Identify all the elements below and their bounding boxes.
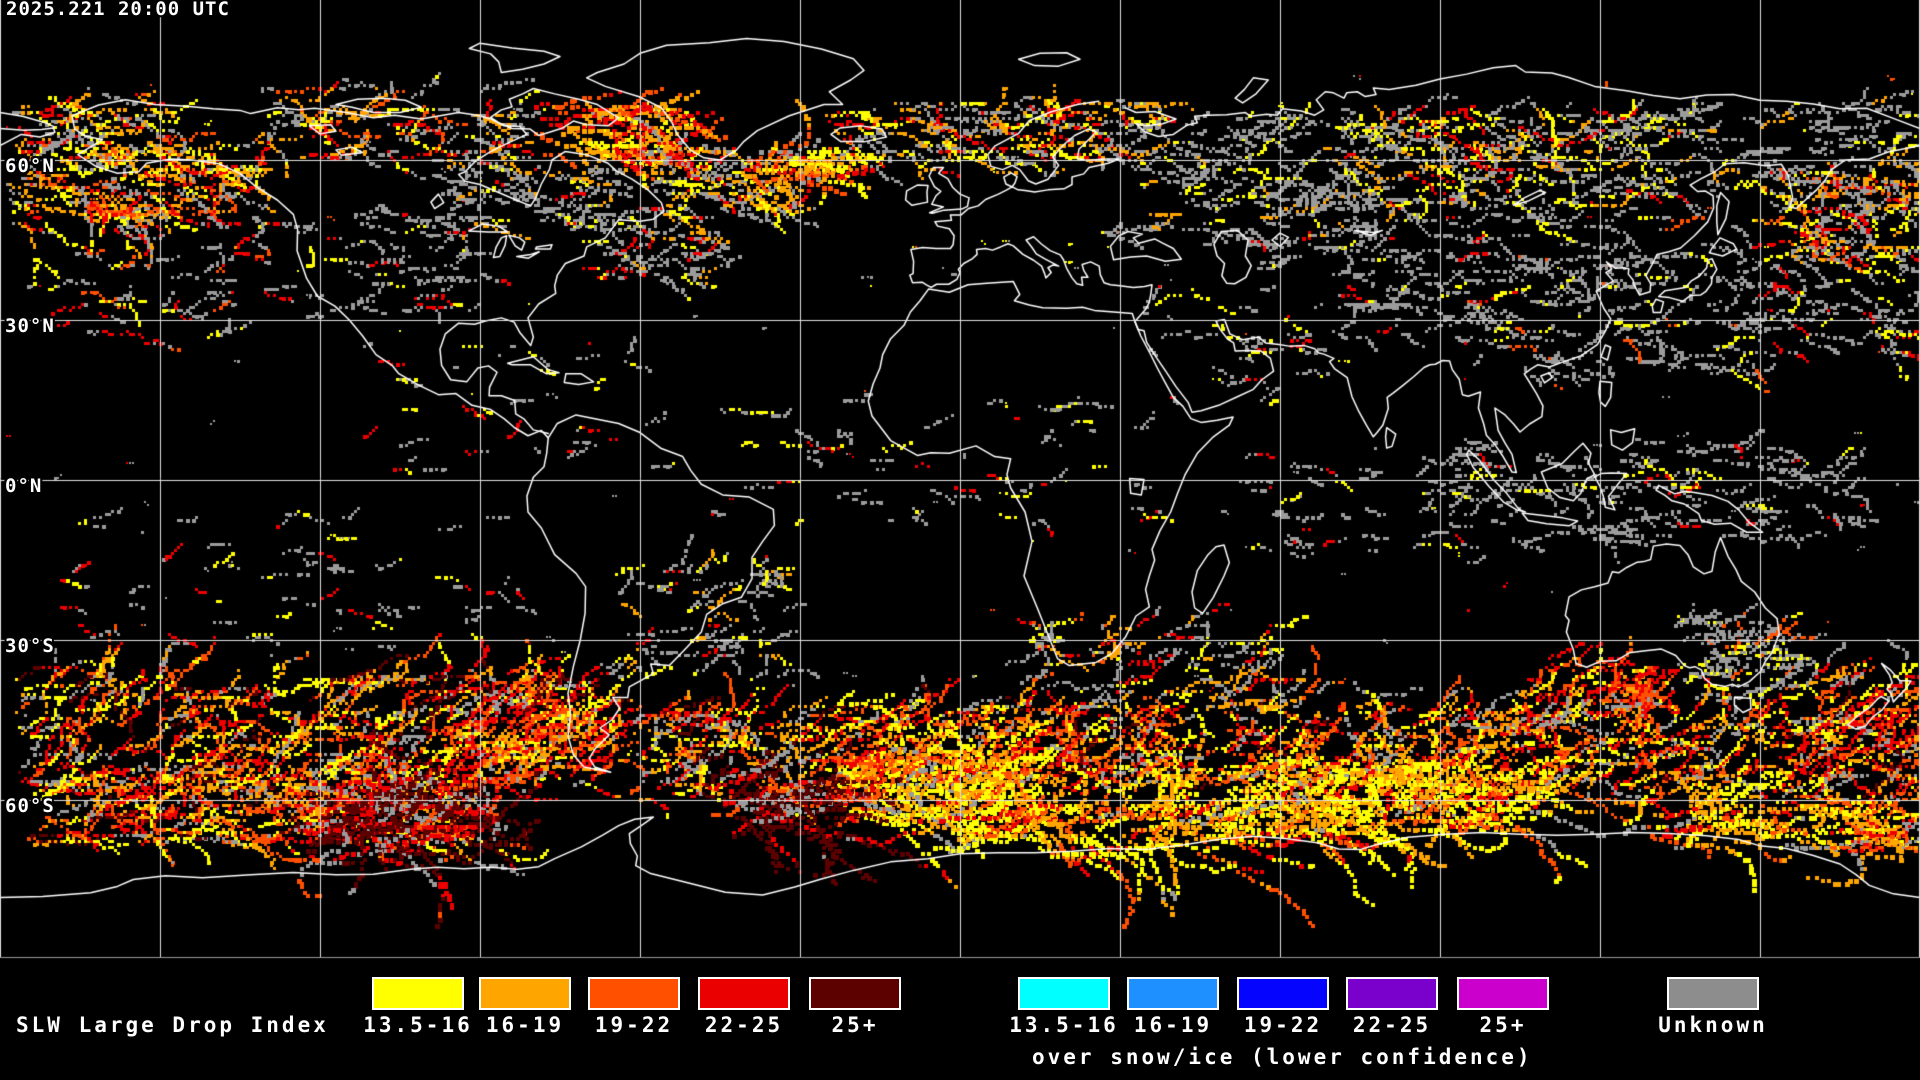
- legend-swatch-25plus: [809, 977, 901, 1010]
- legend-swatch-13.5-16: [372, 977, 464, 1010]
- legend-label-25plus: 25+: [831, 1013, 879, 1037]
- legend-swatch-22-25: [698, 977, 790, 1010]
- legend-label-22-25: 22-25: [704, 1013, 784, 1037]
- legend-bar: SLW Large Drop Index 13.5-16 16-19 19-22…: [0, 960, 1920, 1080]
- legend-caption-snow-ice: over snow/ice (lower confidence): [1032, 1045, 1533, 1069]
- legend-title: SLW Large Drop Index: [16, 1013, 329, 1037]
- timestamp-label: 2025.221 20:00 UTC: [6, 0, 230, 20]
- legend-swatch-snow-25plus: [1457, 977, 1549, 1010]
- legend-swatch-snow-13.5-16: [1018, 977, 1110, 1010]
- legend-label-snow-19-22: 19-22: [1243, 1013, 1323, 1037]
- world-map-canvas: [0, 0, 1920, 960]
- legend-swatch-snow-19-22: [1237, 977, 1329, 1010]
- legend-label-snow-22-25: 22-25: [1352, 1013, 1432, 1037]
- latitude-label-60n: 60°N: [5, 155, 55, 177]
- legend-label-snow-13.5-16: 13.5-16: [1009, 1013, 1119, 1037]
- legend-label-16-19: 16-19: [485, 1013, 565, 1037]
- latitude-label-60s: 60°S: [5, 795, 55, 817]
- legend-label-unknown: Unknown: [1658, 1013, 1768, 1037]
- latitude-label-0n: 0°N: [5, 475, 43, 497]
- legend-label-13.5-16: 13.5-16: [363, 1013, 473, 1037]
- legend-swatch-snow-16-19: [1127, 977, 1219, 1010]
- latitude-label-30s: 30°S: [5, 635, 55, 657]
- legend-label-snow-25plus: 25+: [1479, 1013, 1527, 1037]
- legend-swatch-snow-22-25: [1346, 977, 1438, 1010]
- legend-swatch-unknown: [1667, 977, 1759, 1010]
- legend-label-snow-16-19: 16-19: [1133, 1013, 1213, 1037]
- legend-label-19-22: 19-22: [594, 1013, 674, 1037]
- latitude-label-30n: 30°N: [5, 315, 55, 337]
- legend-swatch-19-22: [588, 977, 680, 1010]
- legend-swatch-16-19: [479, 977, 571, 1010]
